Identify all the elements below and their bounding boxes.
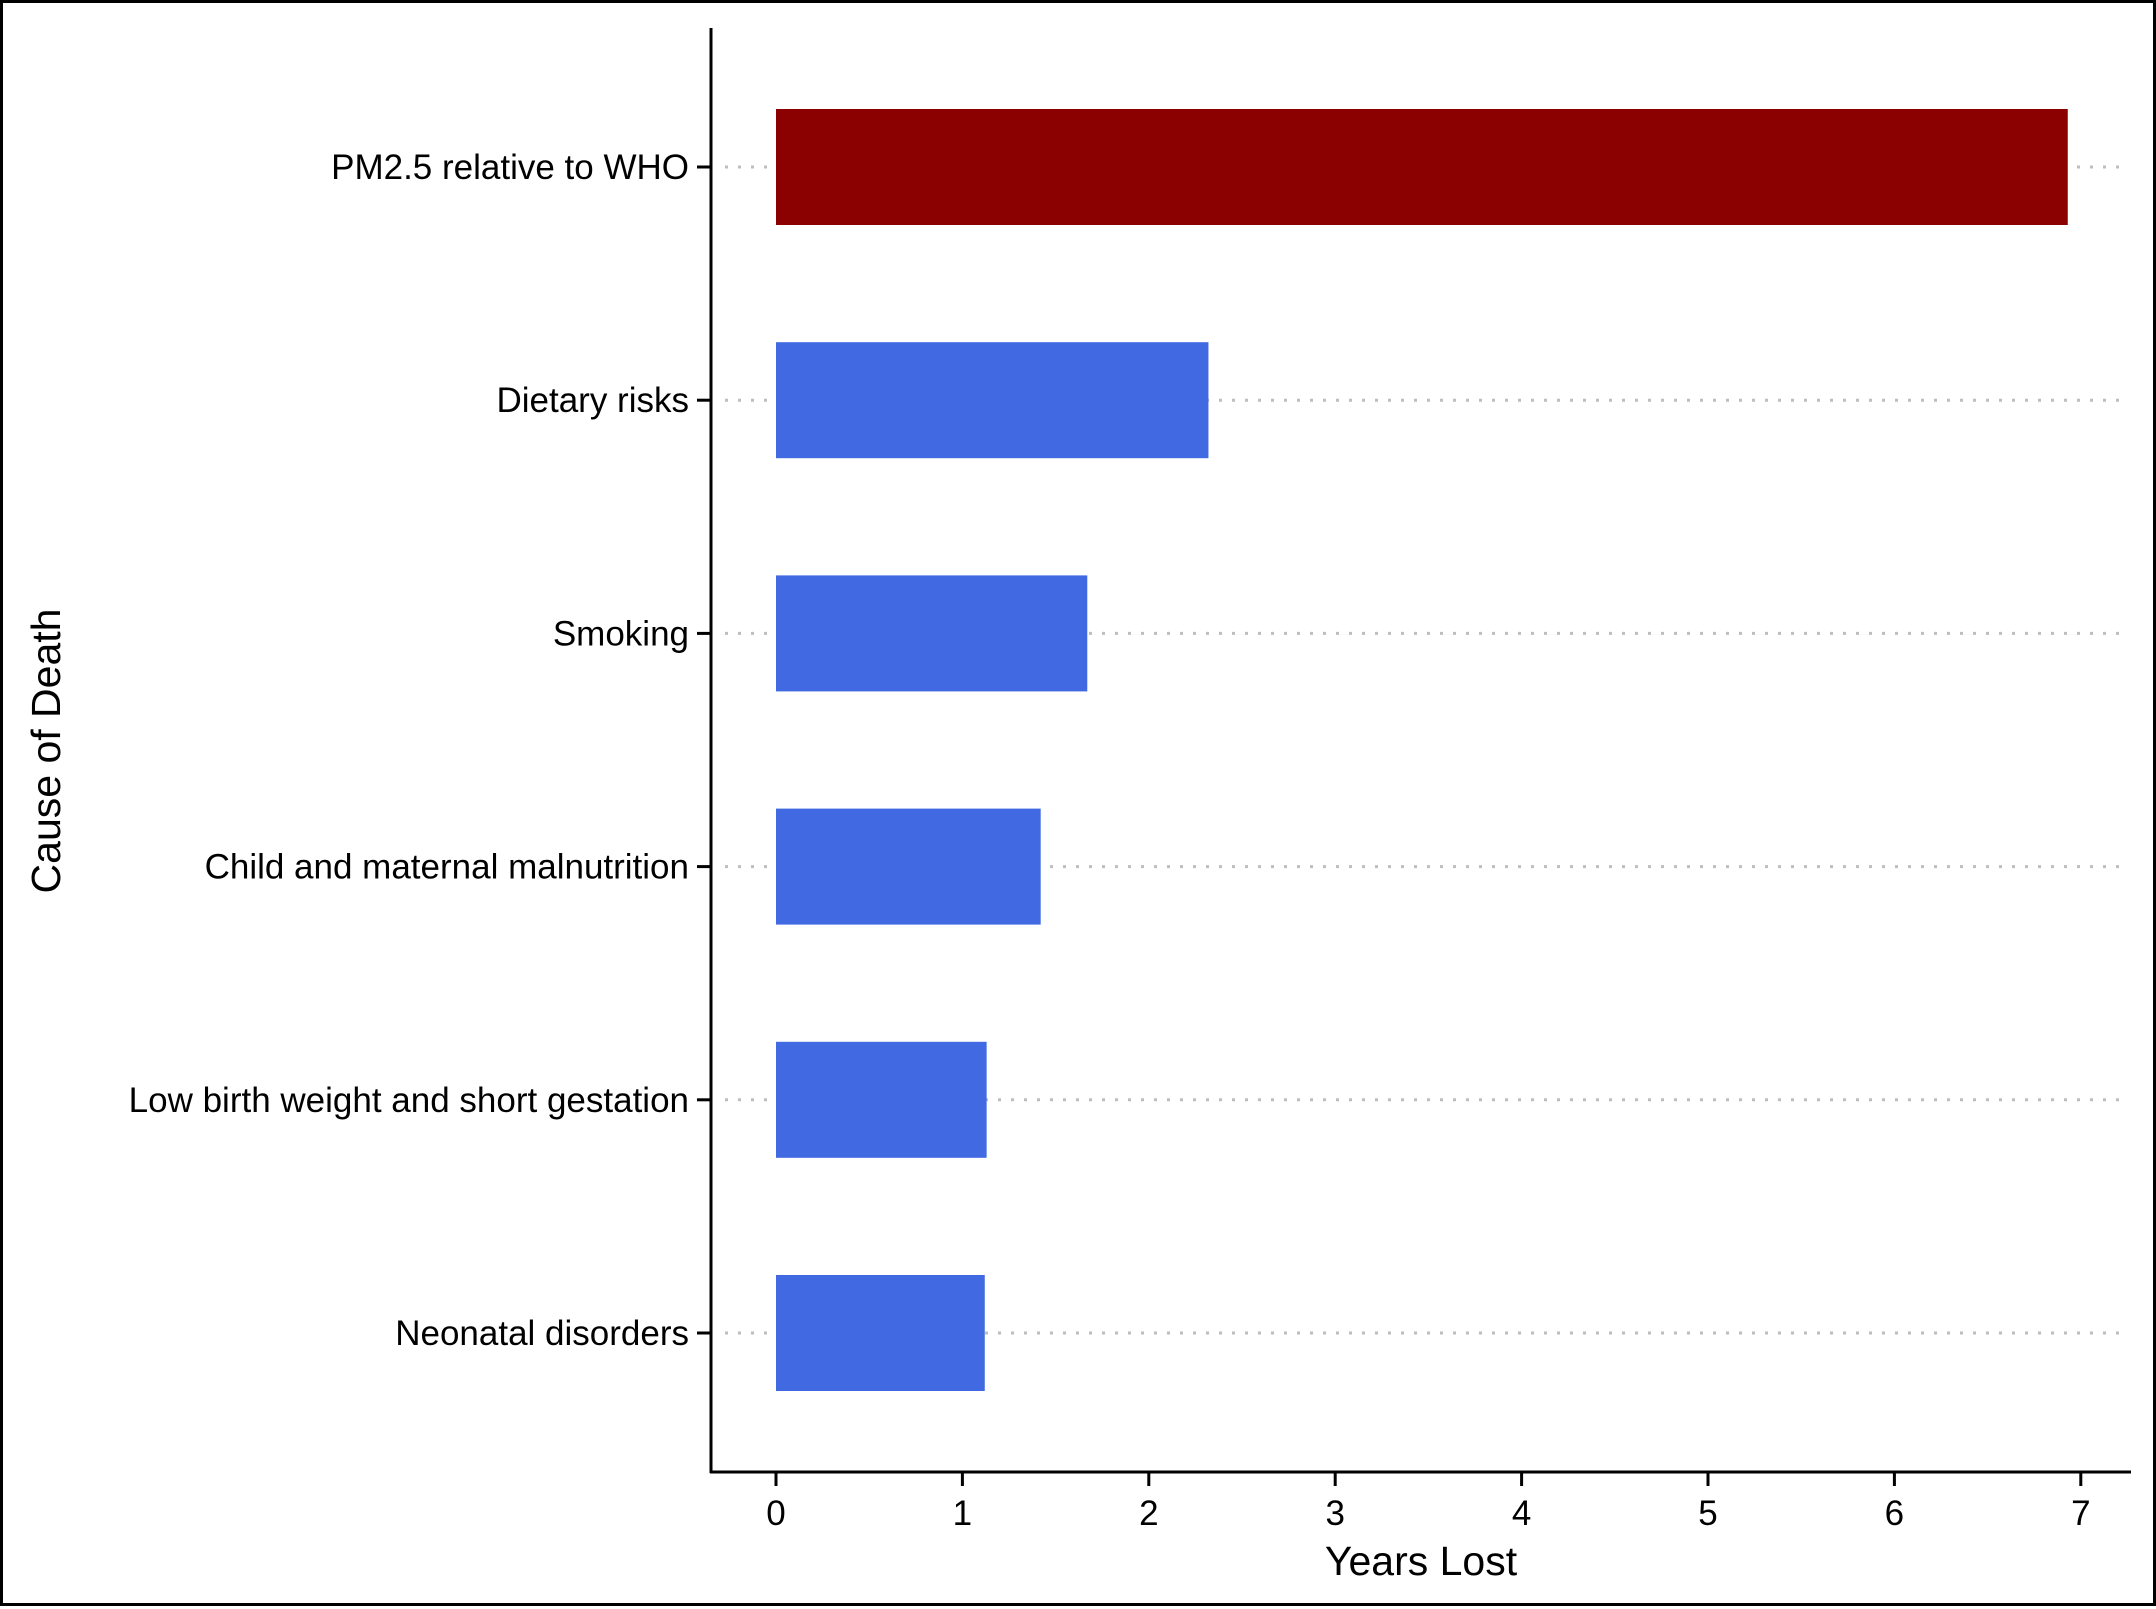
bar (776, 575, 1088, 692)
bar (776, 109, 2068, 225)
x-tick-label: 7 (2071, 1494, 2090, 1533)
x-tick-label: 3 (1325, 1494, 1344, 1533)
axes (709, 28, 2131, 1474)
bar (776, 808, 1041, 925)
x-ticks: 0 1 2 3 4 5 6 7 (766, 1472, 2091, 1533)
y-tick-label: Child and maternal malnutrition (205, 848, 689, 887)
bar (776, 1275, 985, 1391)
y-axis-title: Cause of Death (23, 609, 69, 894)
gridlines (725, 165, 2127, 1335)
x-tick-label: 2 (1139, 1494, 1158, 1533)
bar (776, 1041, 987, 1158)
bar-chart: PM2.5 relative to WHO Dietary risks Smokin… (23, 28, 2131, 1584)
y-ticks: PM2.5 relative to WHO Dietary risks Smokin… (129, 148, 711, 1353)
y-tick-label: Low birth weight and short gestation (129, 1081, 689, 1120)
bar (776, 342, 1209, 459)
y-tick-label: Neonatal disorders (395, 1314, 689, 1353)
x-tick-label: 5 (1698, 1494, 1717, 1533)
x-axis-title: Years Lost (1325, 1538, 1518, 1584)
x-tick-label: 4 (1512, 1494, 1531, 1533)
x-tick-label: 6 (1885, 1494, 1904, 1533)
y-tick-label: PM2.5 relative to WHO (331, 148, 689, 187)
y-tick-label: Smoking (553, 614, 689, 653)
x-tick-label: 0 (766, 1494, 785, 1533)
y-tick-label: Dietary risks (496, 381, 689, 420)
bars (776, 109, 2068, 1391)
x-tick-label: 1 (953, 1494, 972, 1533)
